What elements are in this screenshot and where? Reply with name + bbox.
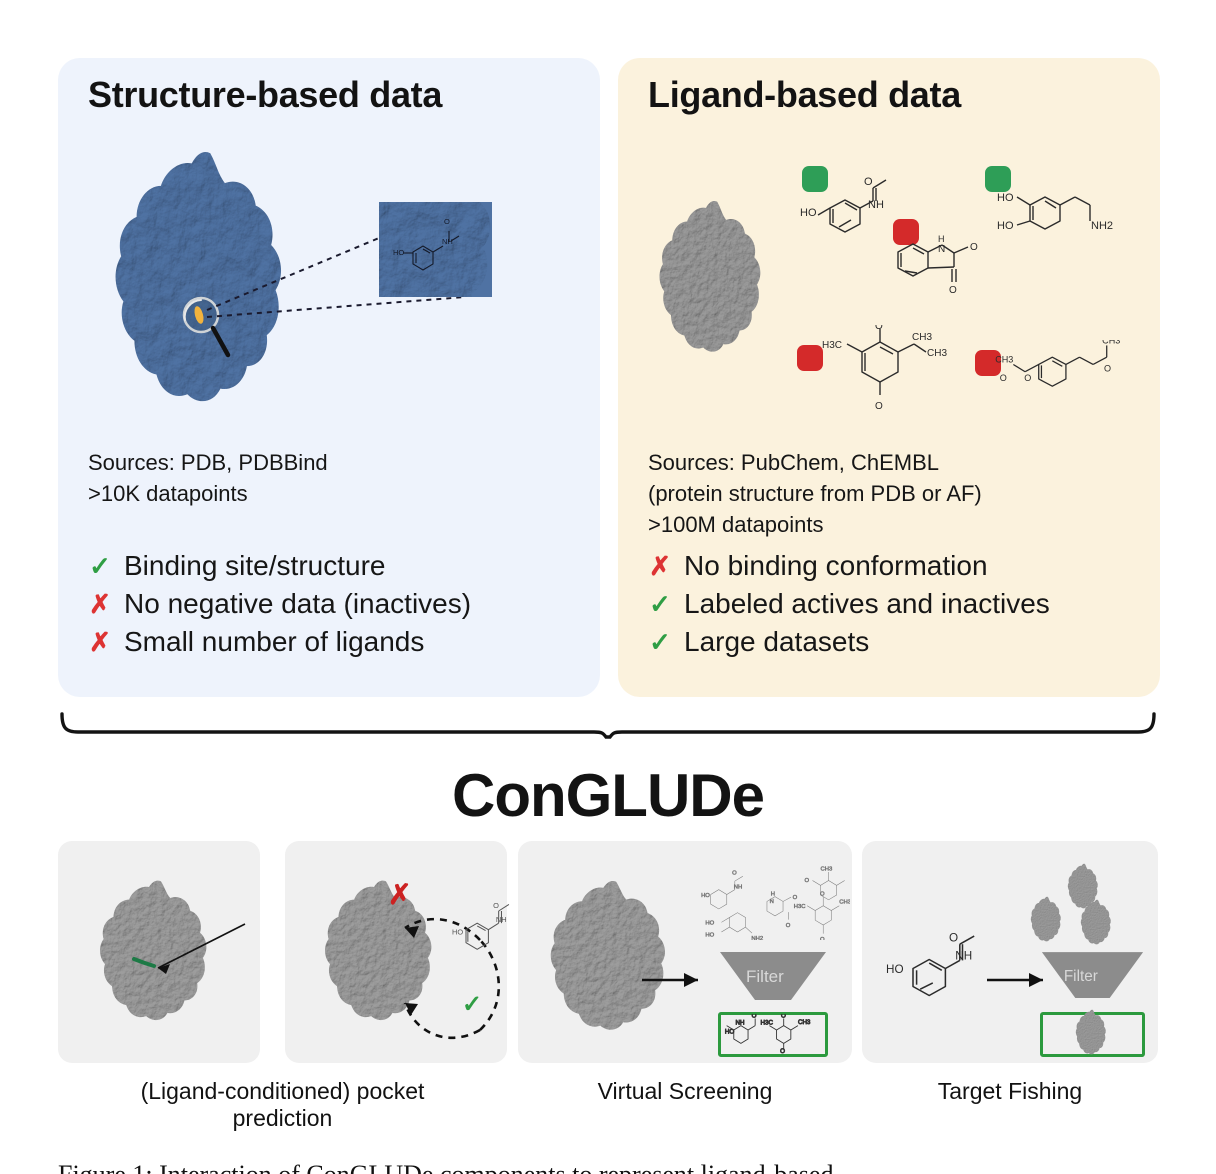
svg-text:O: O: [444, 217, 450, 226]
svg-text:H3C: H3C: [794, 904, 807, 910]
svg-text:O: O: [732, 871, 737, 877]
svg-text:CH3: CH3: [927, 348, 947, 359]
svg-text:NH: NH: [734, 885, 743, 891]
svg-text:CH3: CH3: [912, 332, 932, 343]
svg-text:N: N: [938, 244, 945, 255]
svg-text:CH3: CH3: [839, 900, 850, 906]
svg-text:O: O: [781, 1014, 786, 1020]
svg-text:O: O: [1000, 373, 1007, 383]
svg-text:O: O: [864, 176, 873, 188]
svg-text:HO: HO: [393, 248, 404, 257]
svg-text:HO: HO: [705, 920, 714, 926]
svg-text:Filter: Filter: [746, 967, 784, 986]
svg-text:O: O: [786, 923, 791, 929]
svg-text:O: O: [752, 1014, 757, 1020]
svg-text:HO: HO: [800, 207, 817, 219]
svg-text:H3C: H3C: [822, 340, 842, 351]
svg-text:H: H: [771, 892, 775, 898]
svg-text:HO: HO: [705, 932, 714, 938]
svg-text:CH3: CH3: [798, 1019, 811, 1026]
svg-text:HO: HO: [886, 963, 904, 976]
svg-text:H: H: [938, 234, 945, 244]
svg-text:O: O: [875, 325, 883, 332]
svg-text:O: O: [949, 285, 957, 296]
svg-text:H3C: H3C: [761, 1020, 774, 1027]
svg-text:Filter: Filter: [1064, 968, 1098, 985]
svg-text:O: O: [793, 895, 798, 901]
svg-text:O: O: [875, 401, 883, 412]
svg-text:CH3: CH3: [1102, 340, 1120, 346]
svg-text:HO: HO: [452, 927, 463, 936]
svg-text:O: O: [493, 901, 499, 910]
svg-text:NH: NH: [442, 237, 453, 246]
svg-text:HO: HO: [997, 220, 1014, 232]
svg-text:CH3: CH3: [821, 866, 833, 872]
svg-text:N: N: [770, 899, 774, 905]
svg-text:O: O: [780, 1048, 785, 1055]
svg-text:O: O: [949, 932, 958, 945]
svg-text:O: O: [804, 878, 809, 884]
svg-text:HO: HO: [997, 192, 1014, 204]
svg-text:NH2: NH2: [1091, 220, 1113, 232]
svg-text:HO: HO: [701, 893, 710, 899]
svg-text:NH: NH: [868, 199, 884, 211]
svg-text:O: O: [970, 242, 978, 253]
svg-text:O: O: [820, 892, 825, 898]
svg-text:NH: NH: [736, 1020, 745, 1027]
svg-text:NH2: NH2: [751, 936, 763, 940]
svg-text:NH: NH: [496, 915, 507, 924]
svg-text:O: O: [820, 937, 825, 940]
svg-text:O: O: [1104, 364, 1111, 374]
svg-text:NH: NH: [955, 950, 972, 963]
svg-text:O: O: [1024, 373, 1031, 383]
svg-text:CH3: CH3: [995, 355, 1013, 365]
